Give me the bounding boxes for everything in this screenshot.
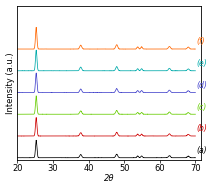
Text: (e): (e)	[196, 59, 207, 68]
X-axis label: 2θ: 2θ	[104, 174, 114, 184]
Y-axis label: Intensity (a.u.): Intensity (a.u.)	[6, 52, 14, 114]
Text: (f): (f)	[196, 37, 205, 46]
Text: (b): (b)	[196, 124, 207, 133]
Text: (c): (c)	[196, 103, 206, 112]
Text: (a): (a)	[196, 146, 207, 155]
Text: (d): (d)	[196, 81, 207, 90]
